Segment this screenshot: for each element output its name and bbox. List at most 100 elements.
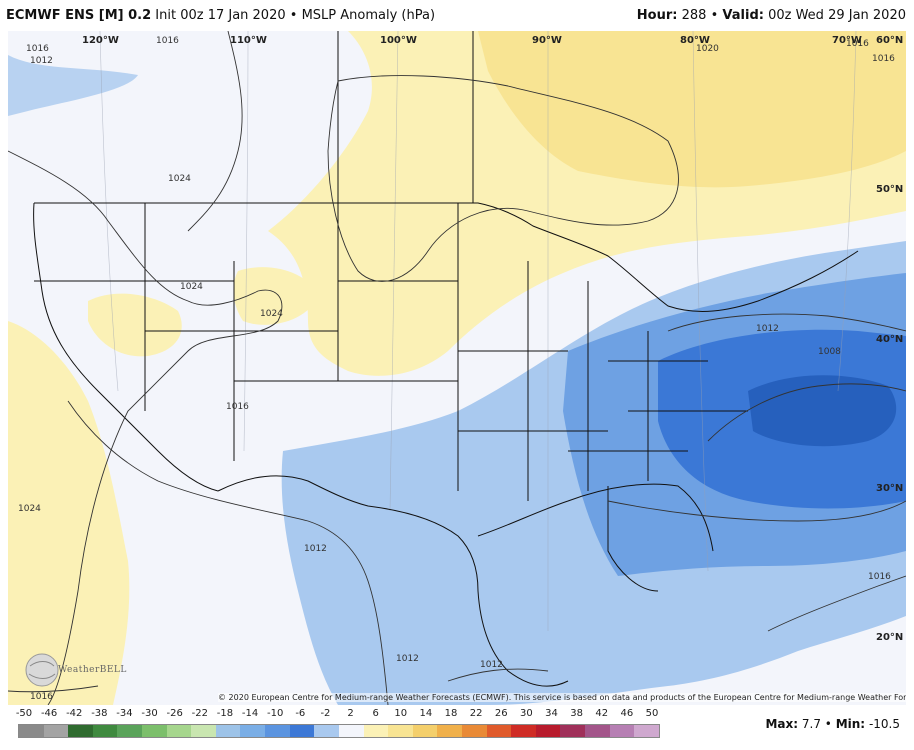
logo-globe-icon xyxy=(25,653,59,687)
colorbar-swatch xyxy=(92,725,118,737)
isobar-label: 1024 xyxy=(18,504,41,514)
colorbar-swatch xyxy=(240,725,266,737)
colorbar-swatch xyxy=(289,725,315,737)
max-min-stats: Max: 7.7 • Min: -10.5 xyxy=(765,717,900,731)
legend-tick-label: 38 xyxy=(570,708,583,719)
legend-tick-label: 34 xyxy=(545,708,558,719)
valid-label: Valid: xyxy=(722,8,764,23)
stats-separator: • xyxy=(824,717,832,731)
legend-tick-label: -30 xyxy=(141,708,158,719)
legend-tick-label: -18 xyxy=(216,708,234,719)
colorbar xyxy=(18,724,660,738)
product-name: MSLP Anomaly (hPa) xyxy=(301,8,436,23)
legend-tick-label: 14 xyxy=(419,708,433,719)
legend-tick-label: 2 xyxy=(347,708,354,719)
colorbar-swatch xyxy=(634,725,659,737)
legend-tick-labels: -50 -46 -42 -38 -34 -30 -26 -22 -18 -14 -10 -6 -2 2 6 1… xyxy=(15,708,659,722)
isobar-label: 1016 xyxy=(868,572,891,582)
legend-tick-label: 50 xyxy=(645,708,659,719)
yellow-anomaly-pacific xyxy=(8,321,130,705)
legend-tick-label: 10 xyxy=(394,708,408,719)
blue-anomaly-nw xyxy=(8,55,138,116)
isobar-label: 1012 xyxy=(304,544,327,554)
legend-tick-label: -6 xyxy=(295,708,306,719)
isobar-labels: 1016 1012 1016 1024 1024 1024 1020 1016 … xyxy=(18,36,895,702)
colorbar-swatch xyxy=(511,725,536,737)
anomaly-map: 1016 1012 1016 1024 1024 1024 1020 1016 … xyxy=(8,31,906,705)
colorbar-swatch xyxy=(535,725,561,737)
legend-tick-label: 30 xyxy=(520,708,533,719)
isobar-label: 1016 xyxy=(872,54,895,64)
isobar-label: 1012 xyxy=(756,324,779,334)
max-label: Max: xyxy=(765,717,799,731)
lat-label-40n: 40°N xyxy=(876,334,904,345)
isobars xyxy=(8,31,906,705)
colorbar-swatch xyxy=(68,725,93,737)
copyright-notice: © 2020 European Centre for Medium-range … xyxy=(218,693,906,702)
lat-label-50n: 50°N xyxy=(876,184,904,195)
legend-tick-label: -22 xyxy=(191,708,208,719)
colorbar-swatch xyxy=(265,725,290,737)
legend-tick-label: -26 xyxy=(166,708,183,719)
lon-label-90w: 90°W xyxy=(532,35,562,46)
colorbar-swatch xyxy=(609,725,635,737)
legend-tick-label: -10 xyxy=(267,708,284,719)
valid-time-info: Hour: 288 • Valid: 00z Wed 29 Jan 2020 xyxy=(637,8,906,23)
yellow-anomaly-great-basin xyxy=(88,293,182,357)
lon-label-110w: 110°W xyxy=(230,35,267,46)
yellow-anomaly-rockies xyxy=(233,267,318,325)
colorbar-swatch xyxy=(461,725,487,737)
init-time: Init 00z 17 Jan 2020 xyxy=(155,8,286,23)
colorbar-swatch xyxy=(363,725,389,737)
isobar-label: 1024 xyxy=(260,309,283,319)
isobar-label: 1016 xyxy=(26,44,49,54)
colorbar-swatch xyxy=(338,725,364,737)
header: ECMWF ENS [M] 0.2 Init 00z 17 Jan 2020 •… xyxy=(0,0,914,30)
legend-tick-label: 26 xyxy=(494,708,508,719)
separator: • xyxy=(710,8,719,23)
isobar-label: 1024 xyxy=(168,174,191,184)
max-value: 7.7 xyxy=(801,717,821,731)
stronger-yellow-anomaly xyxy=(478,31,906,188)
legend-tick-label: 42 xyxy=(595,708,609,719)
legend-tick-label: -2 xyxy=(320,708,331,719)
legend-tick-label: -46 xyxy=(40,708,58,719)
isobar-label: 1016 xyxy=(226,402,249,412)
colorbar-swatch xyxy=(117,725,143,737)
color-legend: -50 -46 -42 -38 -34 -30 -26 -22 -18 -14 -10 -6 -2 2 6 1… xyxy=(15,708,660,748)
chart-title: ECMWF ENS [M] 0.2 Init 00z 17 Jan 2020 •… xyxy=(6,8,435,23)
lon-label-70w: 70°W xyxy=(832,35,862,46)
isobar-label: 1024 xyxy=(180,282,203,292)
hour-label: Hour: xyxy=(636,8,678,23)
map-canvas: 1016 1012 1016 1024 1024 1024 1020 1016 … xyxy=(8,31,906,705)
lon-label-80w: 80°W xyxy=(680,35,710,46)
colorbar-swatch xyxy=(191,725,216,737)
separator: • xyxy=(289,8,298,23)
colorbar-swatch xyxy=(388,725,413,737)
colorbar-swatch xyxy=(585,725,610,737)
colorbar-swatch xyxy=(560,725,586,737)
borders xyxy=(33,31,859,687)
legend-tick-label: -14 xyxy=(241,708,259,719)
min-value: -10.5 xyxy=(868,717,900,731)
hour-value: 288 xyxy=(681,8,707,23)
lat-label-20n: 20°N xyxy=(876,632,904,643)
legend-tick-label: -34 xyxy=(116,708,133,719)
min-label: Min: xyxy=(835,717,866,731)
colorbar-swatch xyxy=(43,725,69,737)
legend-tick-label: 6 xyxy=(372,708,379,719)
weatherbell-logo: WeatherBELL xyxy=(20,646,126,696)
lat-label-30n: 30°N xyxy=(876,483,904,494)
colorbar-swatch xyxy=(486,725,512,737)
legend-tick-label: -50 xyxy=(15,708,33,719)
colorbar-swatch xyxy=(142,725,167,737)
logo-text: WeatherBELL xyxy=(58,665,127,675)
isobar-label: 1016 xyxy=(30,692,53,702)
legend-tick-label: 22 xyxy=(469,708,483,719)
colorbar-swatch xyxy=(437,725,462,737)
legend-tick-label: -38 xyxy=(91,708,108,719)
lon-label-120w: 120°W xyxy=(82,35,119,46)
colorbar-swatch xyxy=(166,725,192,737)
colorbar-swatch xyxy=(412,725,438,737)
colorbar-swatch xyxy=(314,725,339,737)
